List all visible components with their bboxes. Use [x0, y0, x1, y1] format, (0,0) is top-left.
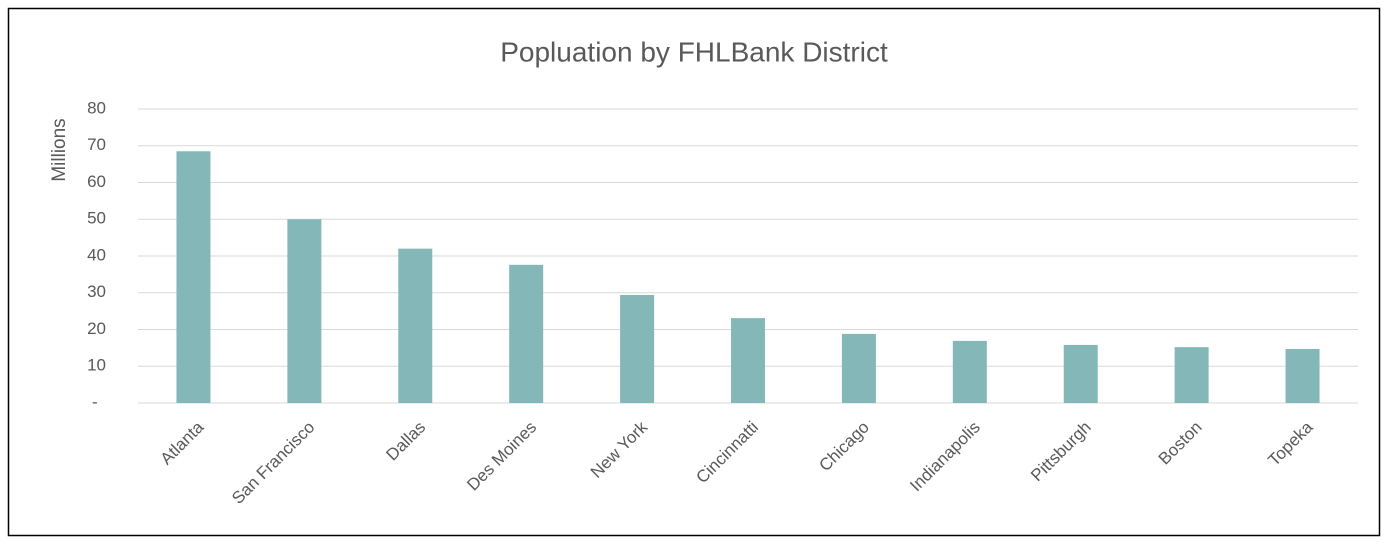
y-tick-label: 10 — [87, 356, 106, 375]
y-tick-label: 40 — [87, 245, 106, 264]
bar — [287, 219, 322, 403]
bar — [398, 248, 433, 403]
chart-border — [7, 7, 1381, 537]
bar — [1285, 348, 1320, 403]
y-tick-label: - — [92, 392, 98, 411]
bar — [952, 340, 987, 403]
y-tick-label: 20 — [87, 319, 106, 338]
y-tick-label: 70 — [87, 135, 106, 154]
bar — [620, 294, 655, 403]
y-tick-label: 50 — [87, 209, 106, 228]
y-tick-label: 30 — [87, 282, 106, 301]
bar — [1063, 344, 1098, 403]
bar — [1174, 347, 1209, 403]
bar — [841, 333, 876, 403]
y-tick-label: 80 — [87, 98, 106, 117]
bar — [509, 264, 544, 403]
chart-title: Popluation by FHLBank District — [500, 36, 888, 67]
bar — [731, 318, 765, 403]
y-tick-label: 60 — [87, 172, 106, 191]
bar — [176, 151, 211, 403]
y-axis-label: Millions — [49, 118, 70, 181]
